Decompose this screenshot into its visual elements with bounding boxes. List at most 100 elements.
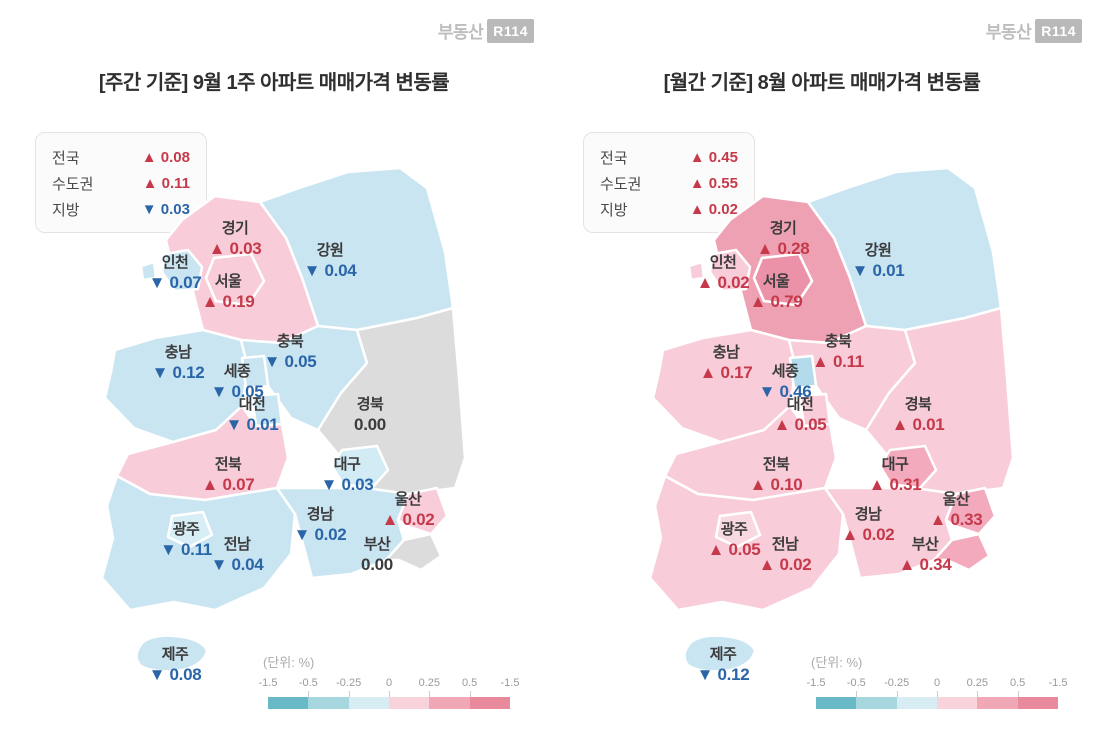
region-name: 경기 (221, 220, 249, 237)
region-daejeon-shape (250, 392, 284, 428)
region-value: ▲ 0.01 (891, 415, 945, 434)
region-value: ▼ 0.08 (148, 665, 202, 684)
colorbar-tick: -1.5 (1048, 677, 1068, 689)
colorbar-segment (268, 697, 309, 709)
region-value: ▼ 0.46 (758, 382, 812, 401)
colorbar-segment (308, 697, 349, 709)
colorbar-tick: -0.25 (336, 677, 362, 689)
region-value: ▼ 0.01 (225, 415, 279, 434)
region-value: ▲ 0.17 (699, 363, 753, 382)
summary-row-national: 전국 ▲ 0.45 (600, 144, 738, 170)
region-label-busan: 부산 ▲ 0.34 (899, 536, 952, 575)
colorbar-tick: 0 (385, 677, 393, 689)
region-name: 세종 (771, 363, 799, 380)
colorbar-tick: -0.5 (298, 677, 318, 689)
colorbar-tick: 0.5 (1010, 677, 1026, 689)
colorbar-segment (896, 697, 937, 709)
colorbar-tick-marks (268, 691, 510, 697)
colorbar-tick-labels: -1.5 -0.5 -0.25 0 0.25 0.5 -1.5 (259, 677, 520, 691)
region-label-jeju: 제주 ▼ 0.12 (697, 646, 750, 685)
panel-weekly: 부동산 R114 [주간 기준] 9월 1주 아파트 매매가격 변동률 전국 ▲… (0, 0, 548, 745)
korea-map (100, 166, 467, 673)
region-label-busan: 부산 0.00 (361, 536, 393, 575)
summary-value: ▲ 0.08 (141, 148, 190, 166)
summary-box: 전국 ▲ 0.08 수도권 ▲ 0.11 지방 ▼ 0.03 (35, 132, 207, 233)
summary-row-metro: 수도권 ▲ 0.55 (600, 170, 738, 196)
region-name: 경북 (356, 396, 384, 413)
region-value: ▲ 0.34 (898, 555, 952, 574)
summary-label: 수도권 (52, 175, 94, 193)
summary-label: 수도권 (600, 175, 642, 193)
colorbar-segment (348, 697, 389, 709)
page-title: [월간 기준] 8월 아파트 매매가격 변동률 (663, 72, 981, 94)
region-daegu-shape (330, 444, 390, 490)
region-value: ▼ 0.05 (210, 382, 264, 401)
region-label-jeonbuk: 전북 ▲ 0.07 (202, 456, 255, 495)
region-label-gwangju: 광주 ▲ 0.05 (708, 521, 761, 560)
region-label-daejeon: 대전 ▼ 0.01 (226, 396, 279, 435)
region-name: 광주 (172, 521, 200, 538)
region-name: 서울 (214, 273, 242, 290)
region-label-incheon: 인천 ▲ 0.02 (697, 254, 750, 293)
region-incheon-shape (139, 248, 204, 293)
colorbar-segment (1017, 697, 1058, 709)
legend-unit-label: (단위: %) (811, 655, 863, 670)
summary-box: 전국 ▲ 0.45 수도권 ▲ 0.55 지방 ▲ 0.02 (583, 132, 755, 233)
colorbar-segment (429, 697, 470, 709)
region-label-gyeonggi: 경기 ▲ 0.28 (757, 220, 810, 259)
region-label-seoul: 서울 ▲ 0.79 (750, 273, 803, 312)
colorbar-tick: -1.5 (258, 677, 278, 689)
colorbar-segment (977, 697, 1018, 709)
region-name: 전북 (762, 456, 790, 473)
region-label-chungbuk: 충북 ▲ 0.11 (812, 333, 864, 372)
region-name: 대구 (881, 456, 909, 473)
region-busan-shape (932, 532, 991, 572)
region-value: ▲ 0.02 (381, 510, 435, 529)
region-label-ulsan: 울산 ▲ 0.33 (930, 491, 983, 530)
region-name: 경남 (854, 506, 882, 523)
region-label-jeonbuk: 전북 ▲ 0.10 (750, 456, 803, 495)
region-jeju-shape (135, 634, 209, 673)
region-value: ▼ 0.01 (851, 261, 905, 280)
region-daegu-shape (878, 444, 938, 490)
summary-row-national: 전국 ▲ 0.08 (52, 144, 190, 170)
region-label-sejong: 세종 ▼ 0.05 (211, 363, 264, 402)
region-value: ▼ 0.07 (148, 273, 202, 292)
colorbar-tick-marks (816, 691, 1058, 697)
colorbar-segment (816, 697, 857, 709)
region-name: 대전 (238, 396, 266, 413)
region-value: ▼ 0.12 (151, 363, 205, 382)
colorbar-tick: -0.25 (884, 677, 910, 689)
region-value: ▼ 0.04 (210, 555, 264, 574)
region-name: 충북 (824, 333, 852, 350)
region-value: ▲ 0.10 (749, 475, 803, 494)
region-label-sejong: 세종 ▼ 0.46 (759, 363, 812, 402)
region-value: ▲ 0.28 (756, 239, 810, 258)
region-value: ▲ 0.19 (201, 292, 255, 311)
region-name: 충남 (164, 344, 192, 361)
summary-value: ▲ 0.55 (689, 174, 738, 192)
brand-logo-text: 부동산 (437, 23, 484, 42)
region-value: ▼ 0.05 (263, 352, 317, 371)
brand-logo-badge: R114 (1035, 18, 1082, 43)
summary-row-provinces: 지방 ▲ 0.02 (600, 196, 738, 222)
region-name: 세종 (223, 363, 251, 380)
region-gwangju-shape (714, 510, 762, 549)
colorbar-tick: -1.5 (806, 677, 826, 689)
colorbar (268, 697, 510, 709)
summary-value: ▲ 0.02 (689, 200, 738, 218)
brand-logo: 부동산 R114 (438, 18, 534, 43)
summary-label: 전국 (600, 149, 628, 167)
region-name: 대전 (786, 396, 814, 413)
summary-value: ▲ 0.45 (689, 148, 738, 166)
region-name: 경남 (306, 506, 334, 523)
brand-logo: 부동산 R114 (986, 18, 1082, 43)
region-label-daejeon: 대전 ▲ 0.05 (774, 396, 827, 435)
region-jeju-shape (683, 634, 757, 673)
region-label-chungbuk: 충북 ▼ 0.05 (264, 333, 317, 372)
region-label-seoul: 서울 ▲ 0.19 (202, 273, 255, 312)
colorbar-tick: 0 (933, 677, 941, 689)
region-name: 서울 (762, 273, 790, 290)
region-label-jeonnam: 전남 ▼ 0.04 (211, 536, 264, 575)
region-label-jeju: 제주 ▼ 0.08 (149, 646, 202, 685)
